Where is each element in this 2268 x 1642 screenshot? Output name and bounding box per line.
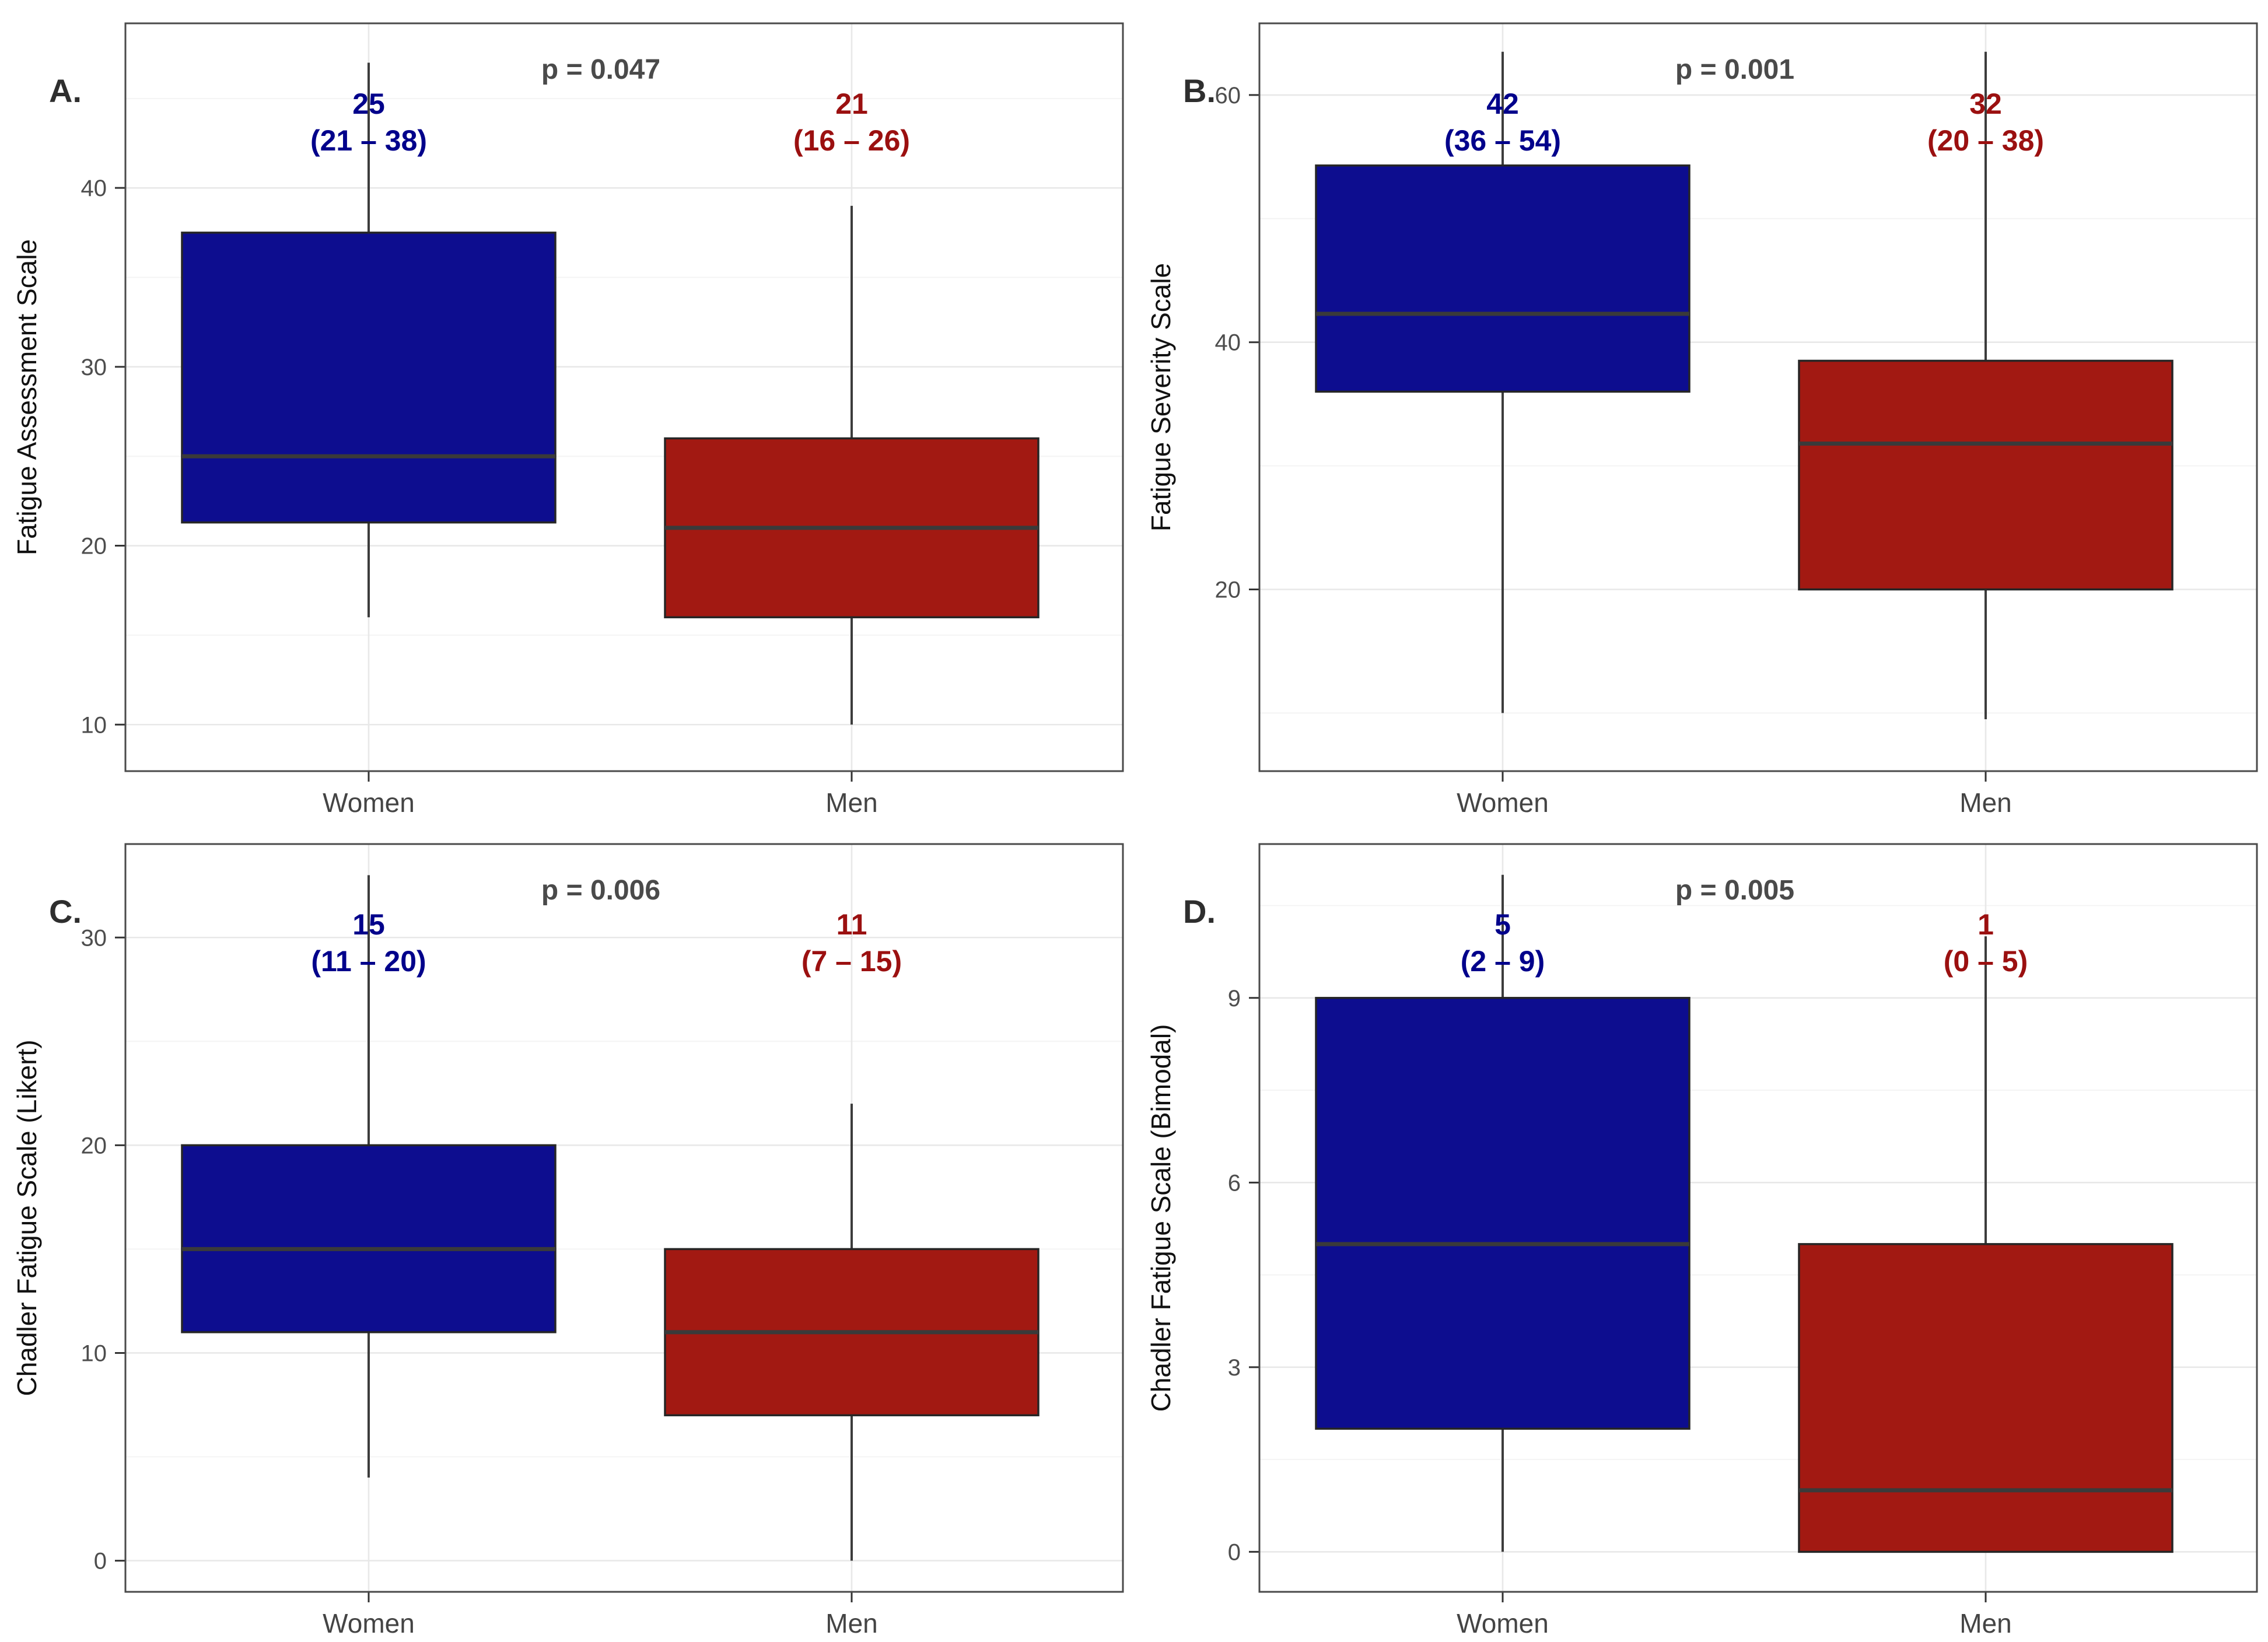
panel-tag: C.: [49, 893, 82, 930]
p-value-label: p = 0.005: [1675, 875, 1794, 906]
y-axis-title: Fatigue Severity Scale: [1146, 263, 1176, 531]
panel-tag: B.: [1183, 72, 1216, 109]
box-women: [181, 1144, 556, 1333]
box-men: [1798, 359, 2174, 591]
x-category-label-men: Men: [825, 1608, 877, 1639]
annotation-median-women: 5: [1494, 908, 1511, 941]
x-category-label-women: Women: [323, 787, 415, 818]
annotation-iqr-men: (16 – 26): [793, 124, 910, 157]
x-category-label-women: Women: [1457, 1608, 1549, 1639]
x-category-label-women: Women: [323, 1608, 415, 1639]
annotation-median-men: 1: [1978, 908, 1994, 941]
annotation-median-men: 11: [836, 908, 867, 941]
y-tick-label: 40: [81, 176, 107, 201]
y-tick-label: 40: [1215, 330, 1241, 356]
annotation-median-women: 42: [1486, 87, 1519, 120]
panel-border: [1258, 22, 2258, 772]
y-tick-label: 3: [1228, 1355, 1241, 1381]
y-tick-label: 10: [81, 1340, 107, 1366]
box-women: [181, 232, 556, 524]
annotation-iqr-men: (7 – 15): [802, 945, 902, 978]
p-value-label: p = 0.001: [1675, 54, 1794, 85]
p-value-label: p = 0.006: [541, 875, 660, 906]
y-tick-label: 9: [1228, 986, 1241, 1011]
p-value-label: p = 0.047: [541, 54, 660, 85]
annotation-median-women: 15: [352, 908, 385, 941]
annotation-iqr-women: (2 – 9): [1461, 945, 1545, 978]
x-category-label-men: Men: [1959, 787, 2011, 818]
panel-border: [124, 843, 1124, 1593]
annotation-iqr-women: (21 – 38): [310, 124, 427, 157]
y-tick-label: 20: [1215, 577, 1241, 603]
annotation-iqr-women: (36 – 54): [1444, 124, 1561, 157]
panel-A: 10 20 30 40 25 (21 – 38) Women 21 (16 – 26) Men p …: [0, 0, 1134, 821]
y-tick-label: 60: [1215, 83, 1241, 108]
y-tick-label: 0: [1228, 1539, 1241, 1565]
panel-tag: D.: [1183, 893, 1216, 930]
x-category-label-men: Men: [1959, 1608, 2011, 1639]
panel-border: [1258, 843, 2258, 1593]
annotation-iqr-men: (20 – 38): [1927, 124, 2044, 157]
y-tick-label: 10: [81, 712, 107, 738]
y-tick-label: 30: [81, 355, 107, 380]
panel-D: 0 3 6 9 5 (2 – 9) Women 1 (0 – 5) Men p = 0.005 D. C…: [1134, 821, 2268, 1642]
panel-tag: A.: [49, 72, 82, 109]
y-tick-label: 30: [81, 925, 107, 951]
box-women: [1315, 164, 1690, 393]
panel-border: [124, 22, 1124, 772]
annotation-median-women: 25: [352, 87, 385, 120]
annotation-median-men: 32: [1969, 87, 2002, 120]
box-women: [1315, 997, 1690, 1430]
x-category-label-women: Women: [1457, 787, 1549, 818]
annotation-iqr-women: (11 – 20): [311, 945, 426, 978]
panel-B: 20 40 60 42 (36 – 54) Women 32 (20 – 38) Men p = …: [1134, 0, 2268, 821]
y-tick-label: 6: [1228, 1170, 1241, 1196]
box-men: [1798, 1243, 2174, 1553]
y-tick-label: 20: [81, 1133, 107, 1158]
y-tick-label: 20: [81, 534, 107, 559]
y-axis-title: Chadler Fatigue Scale (Bimodal): [1146, 1024, 1176, 1412]
annotation-median-men: 21: [835, 87, 868, 120]
x-category-label-men: Men: [825, 787, 877, 818]
y-axis-title: Fatigue Assessment Scale: [12, 239, 42, 555]
panel-C: 0 10 20 30 15 (11 – 20) Women 11 (7 – 15) Men p = …: [0, 821, 1134, 1642]
annotation-iqr-men: (0 – 5): [1944, 945, 2028, 978]
y-tick-label: 0: [94, 1549, 107, 1574]
y-axis-title: Chadler Fatigue Scale (Likert): [12, 1039, 42, 1396]
